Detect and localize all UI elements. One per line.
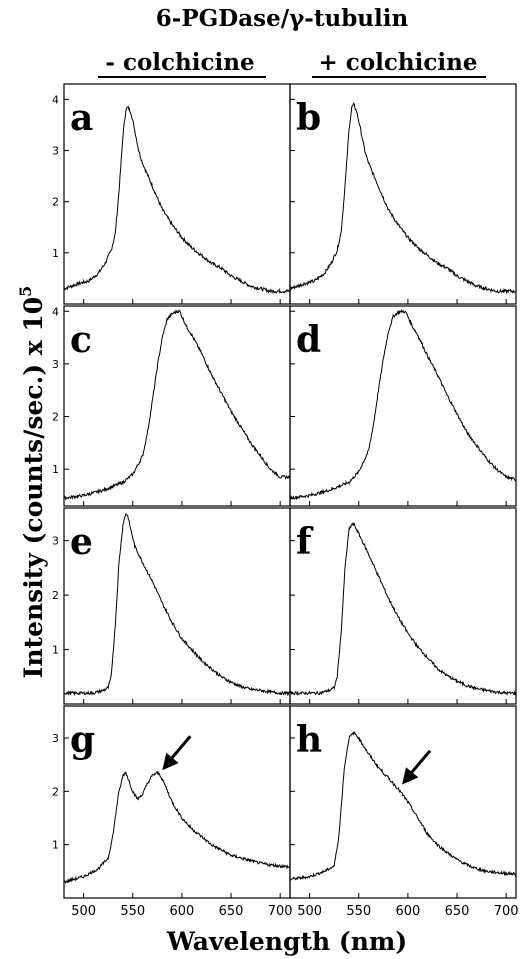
y-tick-label: 2: [52, 196, 59, 209]
panel-frame: [289, 705, 517, 899]
column-title-left: - colchicine: [105, 49, 254, 76]
y-tick-label: 1: [52, 644, 59, 657]
panel-label: a: [70, 97, 93, 139]
x-tick-label: 600: [169, 904, 194, 919]
x-tick-label: 700: [268, 904, 293, 919]
spectrum-line: [289, 521, 517, 697]
panel-label: c: [70, 319, 92, 361]
y-tick-label: 4: [52, 305, 59, 318]
y-tick-label: 2: [52, 785, 59, 798]
y-tick-label: 3: [52, 535, 59, 548]
panel-g: g 1 2 3 500 550 600 650 700: [52, 705, 293, 919]
panel-d: d: [289, 305, 517, 507]
panel-label: g: [70, 719, 95, 761]
y-tick-label: 2: [52, 411, 59, 424]
spectrum-line: [63, 770, 291, 884]
panel-label: f: [296, 521, 314, 563]
x-tick-label: 650: [445, 904, 470, 919]
x-tick-label: 550: [120, 904, 145, 919]
y-axis-label-exponent: 5: [16, 286, 35, 297]
panel-a: a 1 2 3 4: [52, 83, 291, 305]
spectrum-line: [289, 102, 517, 295]
y-tick-label: 3: [52, 732, 59, 745]
svg-text:Intensity (counts/sec.) x 105: Intensity (counts/sec.) x 105: [16, 286, 48, 679]
panel-frame: [289, 305, 517, 507]
y-axis-label-text: Intensity (counts/sec.) x 10: [19, 297, 48, 679]
y-tick-label: 3: [52, 145, 59, 158]
panel-label: b: [296, 97, 321, 139]
y-tick-label: 4: [52, 93, 59, 106]
arrow-head: [162, 752, 179, 771]
y-tick-label: 1: [52, 247, 59, 260]
plot-layer: a 1 2 3 4 b c 1 2 3 4 d e 1 2 3 f g 1 2 3 500 550 600 650 700 h 500…: [52, 83, 519, 919]
spectrum-line: [63, 105, 291, 294]
arrow-head: [402, 767, 419, 785]
x-tick-label: 600: [395, 904, 420, 919]
spectrum-line: [289, 308, 517, 501]
panel-label: e: [70, 521, 93, 563]
panel-e: e 1 2 3: [52, 507, 291, 705]
panel-frame: [63, 507, 291, 705]
column-title-right: + colchicine: [319, 49, 478, 76]
panel-frame: [289, 507, 517, 705]
x-tick-label: 550: [346, 904, 371, 919]
spectrum-line: [63, 512, 291, 697]
y-tick-label: 3: [52, 358, 59, 371]
x-tick-label: 650: [219, 904, 244, 919]
spectrum-line: [63, 308, 291, 501]
x-tick-label: 700: [494, 904, 519, 919]
panel-frame: [63, 83, 291, 305]
y-axis-label: Intensity (counts/sec.) x 105: [16, 286, 48, 679]
panel-label: h: [296, 719, 322, 761]
panel-label: d: [296, 319, 321, 361]
x-tick-label: 500: [71, 904, 96, 919]
x-axis-label: Wavelength (nm): [166, 927, 407, 956]
y-tick-label: 1: [52, 839, 59, 852]
panel-frame: [289, 83, 517, 305]
x-tick-label: 500: [297, 904, 322, 919]
panel-h: h 500 550 600 650 700: [289, 705, 519, 919]
y-tick-label: 2: [52, 589, 59, 602]
figure-title: 6-PGDase/γ-tubulin: [156, 5, 409, 32]
spectrum-line: [289, 730, 517, 881]
y-tick-label: 1: [52, 463, 59, 476]
panel-b: b: [289, 83, 517, 305]
panel-frame: [63, 305, 291, 507]
panel-c: c 1 2 3 4: [52, 305, 291, 507]
panel-f: f: [289, 507, 517, 705]
